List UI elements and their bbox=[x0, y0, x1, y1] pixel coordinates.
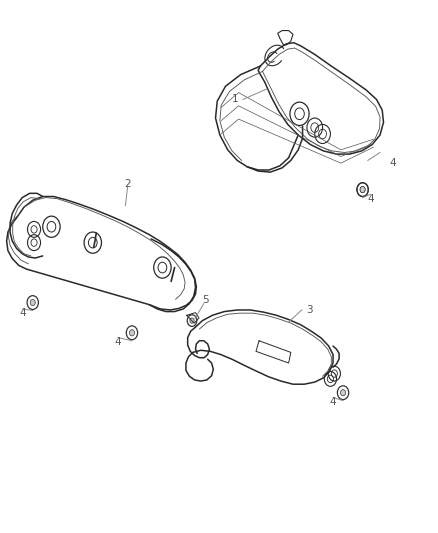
Circle shape bbox=[360, 187, 365, 193]
Text: 4: 4 bbox=[19, 308, 25, 318]
Text: 4: 4 bbox=[330, 397, 336, 407]
Circle shape bbox=[129, 330, 134, 336]
Text: 4: 4 bbox=[115, 337, 121, 347]
Text: 4: 4 bbox=[367, 193, 374, 204]
Text: 3: 3 bbox=[306, 305, 313, 315]
Text: 1: 1 bbox=[232, 94, 239, 104]
Text: 5: 5 bbox=[203, 295, 209, 305]
Text: 4: 4 bbox=[390, 158, 396, 168]
Circle shape bbox=[190, 318, 194, 323]
Text: 2: 2 bbox=[124, 179, 131, 189]
Circle shape bbox=[360, 187, 365, 193]
Circle shape bbox=[340, 390, 346, 396]
Circle shape bbox=[30, 300, 35, 305]
